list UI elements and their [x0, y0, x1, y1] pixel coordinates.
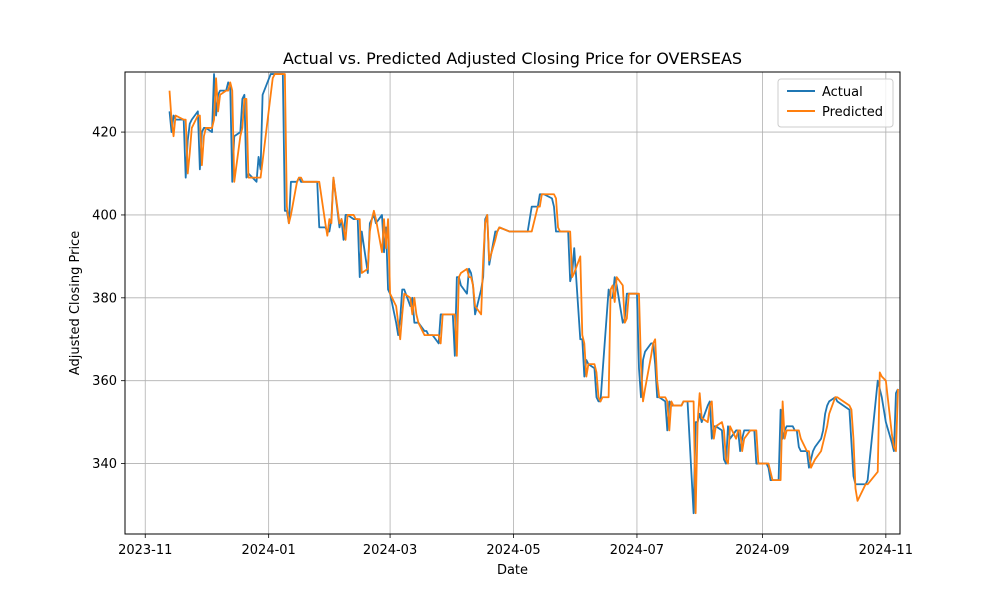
legend-label-predicted: Predicted — [822, 105, 883, 120]
y-axis: 340 360 380 400 420 — [92, 126, 125, 472]
x-tick-label: 2024-09 — [735, 543, 789, 558]
legend: Actual Predicted — [777, 78, 894, 128]
x-tick-label: 2024-05 — [486, 543, 540, 558]
y-tick-label: 340 — [92, 457, 117, 472]
legend-label-actual: Actual — [822, 85, 863, 100]
chart-title: Actual vs. Predicted Adjusted Closing Pr… — [283, 49, 742, 68]
y-axis-label: Adjusted Closing Price — [68, 231, 83, 375]
x-tick-label: 2024-07 — [610, 543, 664, 558]
y-tick-label: 360 — [92, 374, 117, 389]
y-tick-label: 400 — [92, 208, 117, 223]
x-tick-label: 2023-11 — [118, 543, 172, 558]
x-tick-label: 2024-11 — [859, 543, 913, 558]
series-line-predicted — [168, 73, 899, 515]
x-tick-label: 2024-01 — [242, 543, 296, 558]
series-lines — [168, 73, 899, 515]
grid — [125, 72, 900, 534]
x-axis-label: Date — [497, 563, 528, 578]
x-tick-label: 2024-03 — [363, 543, 417, 558]
x-axis: 2023-11 2024-01 2024-03 2024-05 2024-07 2024-… — [118, 534, 913, 558]
y-tick-label: 380 — [92, 291, 117, 306]
y-tick-label: 420 — [92, 126, 117, 141]
plot-area — [124, 71, 901, 535]
